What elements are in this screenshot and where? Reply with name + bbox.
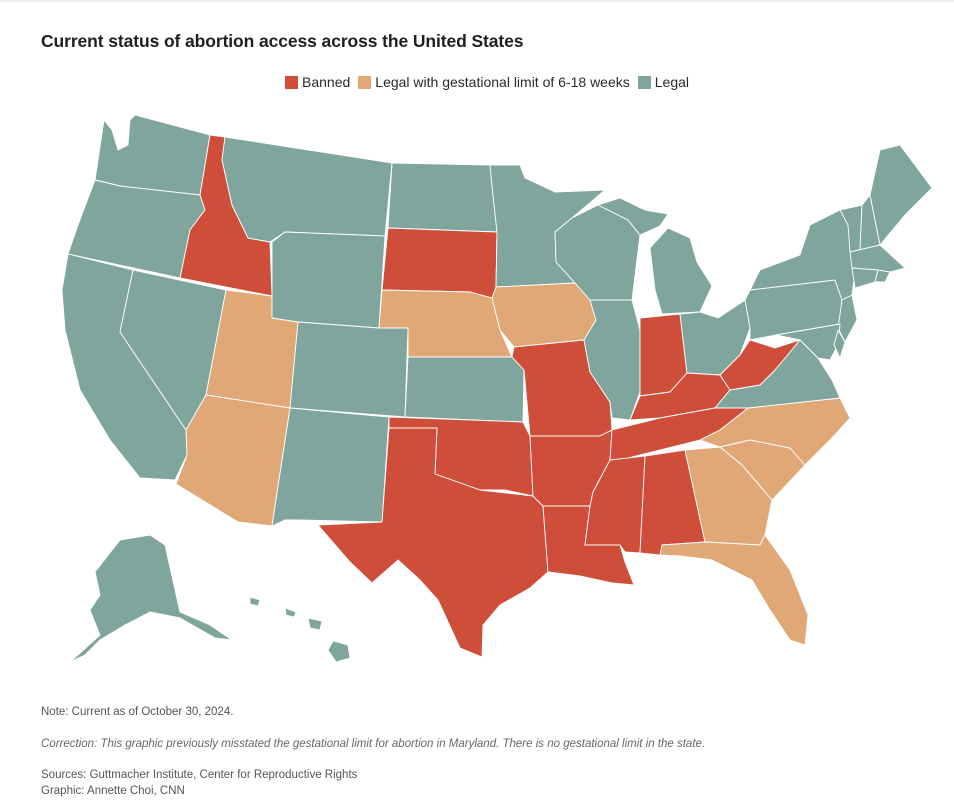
state-mi-upper bbox=[597, 197, 669, 236]
legend-item-banned: Banned bbox=[285, 74, 350, 90]
state-il bbox=[583, 299, 641, 421]
state-ia bbox=[491, 282, 597, 348]
state-nj bbox=[837, 294, 858, 343]
state-ri bbox=[874, 269, 891, 283]
state-mi bbox=[649, 227, 713, 315]
legend-swatch-legal bbox=[637, 75, 651, 89]
state-ct bbox=[851, 267, 879, 289]
state-mt bbox=[221, 136, 393, 243]
state-co bbox=[289, 321, 409, 418]
correction-text: Correction: This graphic previously miss… bbox=[41, 738, 706, 750]
us-map bbox=[61, 114, 933, 663]
top-divider bbox=[0, 0, 954, 2]
chart-title: Current status of abortion access across… bbox=[41, 31, 524, 51]
legend-label-limit: Legal with gestational limit of 6-18 wee… bbox=[375, 74, 630, 90]
legend-label-banned: Banned bbox=[302, 74, 351, 90]
legend-item-legal: Legal bbox=[637, 74, 690, 90]
state-ma bbox=[849, 244, 906, 273]
state-wa bbox=[94, 114, 211, 196]
legend: Banned Legal with gestational limit of 6… bbox=[285, 74, 697, 90]
state-fl bbox=[659, 534, 809, 646]
state-me bbox=[869, 144, 933, 246]
graphic-credit: Graphic: Annette Choi, CNN bbox=[41, 785, 185, 797]
state-nd bbox=[387, 162, 498, 233]
state-nm bbox=[271, 407, 390, 527]
note-text: Note: Current as of October 30, 2024. bbox=[41, 706, 234, 718]
state-ak bbox=[69, 534, 233, 663]
state-md bbox=[775, 323, 841, 361]
legend-swatch-limit bbox=[358, 75, 372, 89]
state-wi bbox=[554, 204, 641, 301]
state-sd bbox=[381, 227, 498, 299]
state-tx bbox=[317, 427, 549, 658]
state-ks bbox=[404, 356, 525, 423]
legend-swatch-banned bbox=[285, 75, 298, 89]
state-hi bbox=[249, 596, 351, 663]
sources-text: Sources: Guttmacher Institute, Center fo… bbox=[41, 769, 358, 781]
legend-item-limit: Legal with gestational limit of 6-18 wee… bbox=[358, 74, 630, 90]
state-nc bbox=[699, 397, 851, 466]
legend-label-legal: Legal bbox=[654, 74, 690, 90]
state-wy bbox=[271, 231, 386, 329]
state-de bbox=[833, 329, 846, 359]
